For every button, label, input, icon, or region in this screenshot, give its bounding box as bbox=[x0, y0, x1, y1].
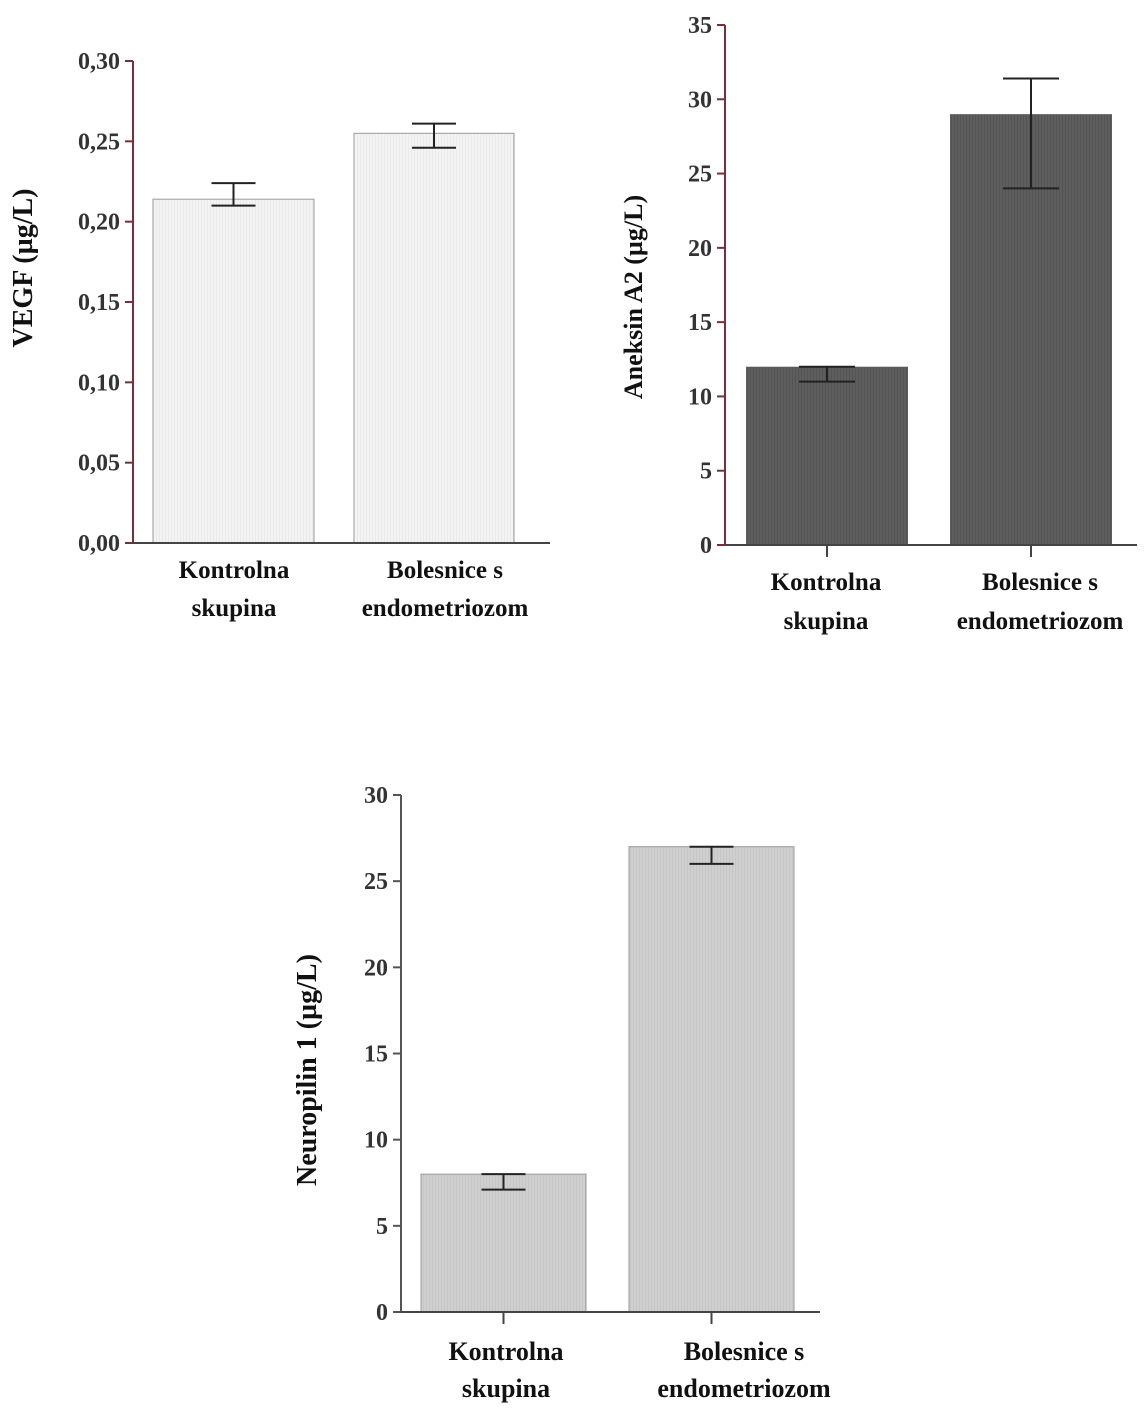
y-tick-label: 5 bbox=[376, 1214, 388, 1240]
y-tick-label: 0 bbox=[700, 533, 712, 559]
y-tick-label: 0,20 bbox=[78, 210, 120, 236]
y-tick-label: 0,30 bbox=[78, 49, 120, 75]
y-axis-label: Neuropilin 1 (µg/L) bbox=[292, 954, 323, 1186]
chart-1: 0,00 0,05 0,10 0,15 0,20 0,25 0,30 Kontrolna sku… bbox=[8, 49, 550, 622]
bar-2 bbox=[353, 132, 515, 544]
y-tick-label: 30 bbox=[364, 783, 388, 809]
y-tick-label: 0 bbox=[376, 1300, 388, 1326]
y-tick-label: 20 bbox=[364, 955, 388, 981]
x-tick-label: Bolesnice s endometriozom bbox=[657, 1337, 831, 1403]
error-bar-2 bbox=[689, 845, 734, 865]
error-bar-2 bbox=[1003, 77, 1059, 190]
error-bar-1 bbox=[211, 182, 256, 207]
bar-1 bbox=[746, 366, 908, 545]
bar-1 bbox=[420, 1173, 587, 1313]
x-tick-label: Bolesnice s endometriozom bbox=[362, 557, 529, 622]
bar-2 bbox=[628, 846, 795, 1313]
y-axis-label: Aneksin A2 (µg/L) bbox=[619, 195, 648, 399]
error-bar-1 bbox=[799, 365, 855, 383]
y-axis-label: VEGF (µg/L) bbox=[8, 189, 39, 348]
y-tick-label: 25 bbox=[688, 162, 712, 188]
y-tick-label: 25 bbox=[364, 869, 388, 895]
y-tick-label: 0,15 bbox=[78, 290, 120, 316]
x-tick-label: Kontrolna skupina bbox=[448, 1337, 563, 1403]
y-tick-label: 10 bbox=[688, 384, 712, 410]
y-tick-label: 0,25 bbox=[78, 129, 120, 155]
x-tick-label: Kontrolna skupina bbox=[179, 557, 290, 622]
y-tick-label: 35 bbox=[688, 13, 712, 39]
y-tick-label: 0,05 bbox=[78, 451, 120, 477]
y-tick-label: 20 bbox=[688, 236, 712, 262]
y-tick-label: 0,00 bbox=[78, 531, 120, 557]
y-tick-label: 15 bbox=[688, 310, 712, 336]
y-tick-label: 30 bbox=[688, 87, 712, 113]
x-tick-label: Kontrolna skupina bbox=[771, 569, 882, 635]
bar-1 bbox=[152, 198, 315, 544]
error-bar-1 bbox=[481, 1173, 526, 1191]
y-tick-label: 10 bbox=[364, 1128, 388, 1154]
y-tick-label: 0,10 bbox=[78, 370, 120, 396]
x-tick-label: Bolesnice s endometriozom bbox=[957, 569, 1124, 635]
error-bar-2 bbox=[412, 122, 456, 149]
chart-2: 0 5 10 15 20 25 30 35 Kontrolna skupina Bolesnice … bbox=[619, 13, 1137, 635]
y-tick-label: 5 bbox=[700, 459, 712, 485]
y-tick-label: 15 bbox=[364, 1042, 388, 1068]
